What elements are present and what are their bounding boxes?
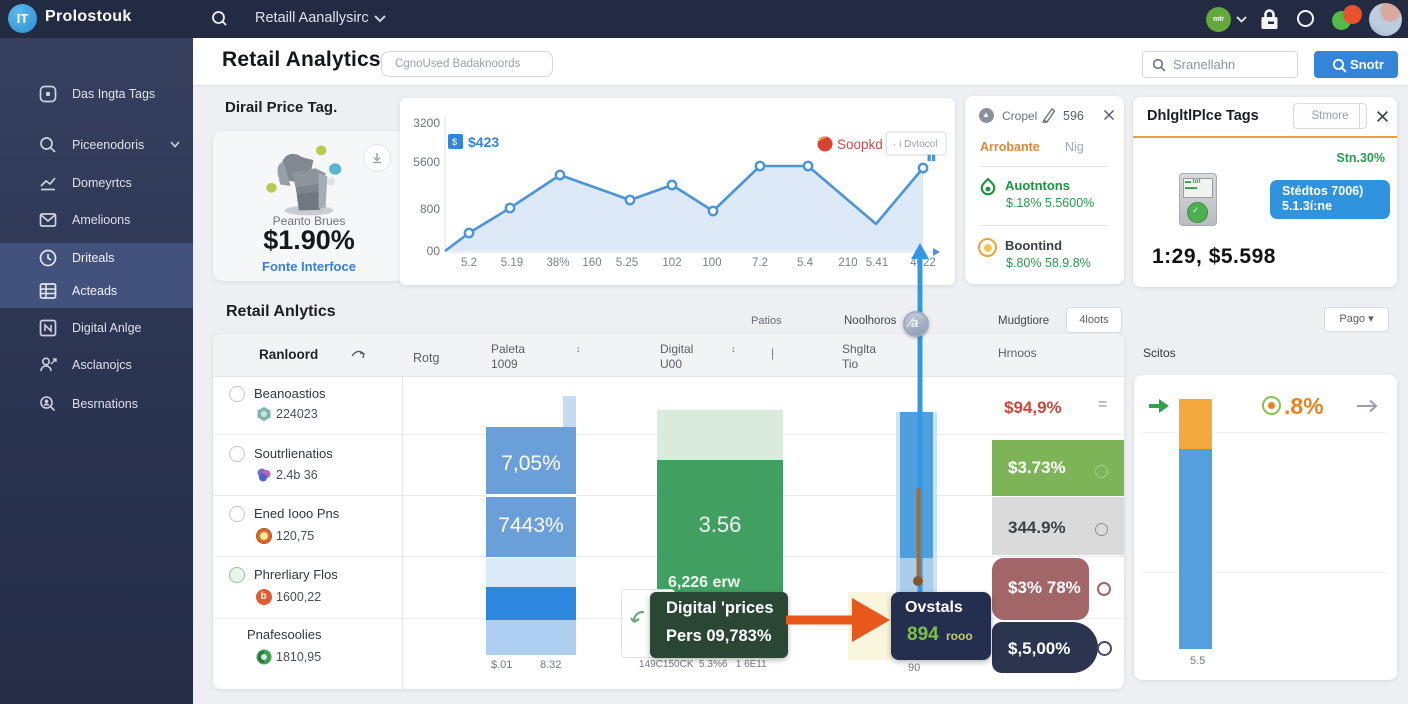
svg-text:$: $	[452, 137, 457, 147]
svg-text:800: 800	[420, 202, 440, 216]
svg-text:5600: 5600	[413, 155, 440, 169]
svg-text:5.4: 5.4	[797, 257, 814, 269]
svg-text:00: 00	[427, 244, 441, 258]
svg-text:4022: 4022	[910, 257, 936, 269]
svg-text:5.41: 5.41	[866, 257, 888, 269]
svg-text:Soopkd: Soopkd	[837, 137, 883, 152]
svg-text:160: 160	[582, 257, 601, 269]
svg-text:7.2: 7.2	[752, 257, 768, 269]
svg-text:5.25: 5.25	[616, 257, 638, 269]
svg-text:5.2: 5.2	[461, 257, 477, 269]
svg-text:100: 100	[702, 257, 721, 269]
svg-text:$423: $423	[468, 134, 499, 150]
svg-text:· i Dvtocoſ: · i Dvtocoſ	[893, 139, 938, 150]
svg-text:3200: 3200	[413, 116, 440, 130]
svg-text:▮▮: ▮▮	[927, 153, 936, 162]
svg-text:5.19: 5.19	[501, 257, 523, 269]
svg-text:210: 210	[838, 257, 857, 269]
svg-text:38%: 38%	[546, 257, 569, 269]
svg-text:102: 102	[662, 257, 681, 269]
